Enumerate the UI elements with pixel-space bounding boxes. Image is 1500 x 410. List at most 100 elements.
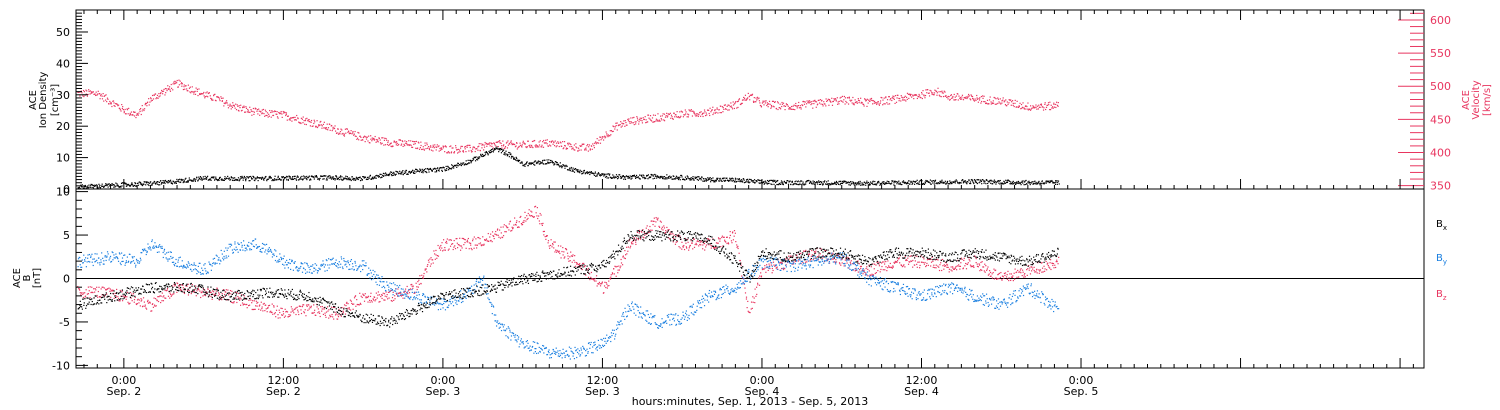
data-point <box>870 274 872 277</box>
data-point <box>290 178 292 180</box>
data-point <box>362 139 364 141</box>
data-point <box>1033 181 1035 183</box>
data-point <box>257 179 259 182</box>
data-point <box>573 171 576 173</box>
data-point <box>794 183 796 185</box>
data-point <box>420 283 422 285</box>
data-point <box>286 119 288 121</box>
data-point <box>673 175 675 178</box>
data-point <box>294 308 296 310</box>
data-point <box>119 109 121 111</box>
data-point <box>898 258 900 260</box>
data-point <box>354 130 356 133</box>
data-point <box>736 100 739 103</box>
data-point <box>354 179 357 181</box>
data-point <box>359 135 361 137</box>
data-point <box>484 141 486 144</box>
data-point <box>159 95 161 97</box>
data-point <box>876 182 878 185</box>
data-point <box>399 173 401 175</box>
data-point <box>708 178 710 181</box>
data-point <box>235 297 237 299</box>
data-point <box>640 238 642 240</box>
data-point <box>679 179 681 181</box>
data-point <box>446 242 448 244</box>
data-point <box>860 265 862 268</box>
data-point <box>1001 182 1004 184</box>
data-point <box>318 311 320 313</box>
data-point <box>700 177 702 180</box>
data-point <box>433 147 435 149</box>
data-point <box>258 308 260 310</box>
data-point <box>583 266 586 268</box>
data-point <box>527 217 529 220</box>
data-point <box>85 187 87 189</box>
data-point <box>494 144 496 146</box>
data-point <box>1012 102 1014 105</box>
data-point <box>577 170 579 172</box>
data-point <box>164 94 166 96</box>
data-point <box>161 292 163 294</box>
data-point <box>192 179 194 181</box>
data-point <box>499 237 502 239</box>
data-point <box>740 181 742 183</box>
data-point <box>282 110 284 113</box>
data-point <box>885 182 888 185</box>
data-point <box>745 296 748 298</box>
data-point <box>850 260 852 262</box>
data-point <box>194 93 197 95</box>
data-point <box>563 147 565 149</box>
data-point <box>381 142 383 144</box>
data-point <box>743 96 745 99</box>
data-point <box>952 97 954 99</box>
data-point <box>883 97 885 99</box>
data-point <box>256 305 258 307</box>
data-point <box>831 183 833 185</box>
data-point <box>212 293 214 295</box>
data-point <box>85 93 87 95</box>
data-point <box>919 95 921 97</box>
data-point <box>473 147 476 149</box>
data-point <box>643 237 645 239</box>
data-point <box>914 94 916 96</box>
data-point <box>505 231 507 233</box>
data-point <box>390 142 392 144</box>
data-point <box>338 308 340 310</box>
data-point <box>359 179 362 182</box>
data-point <box>926 92 928 94</box>
data-point <box>902 181 904 183</box>
data-point <box>1040 183 1042 185</box>
data-point <box>866 266 868 268</box>
data-point <box>339 176 341 178</box>
data-point <box>610 176 612 179</box>
data-point <box>370 178 373 180</box>
data-point <box>703 109 706 111</box>
data-point <box>931 93 933 96</box>
data-point <box>714 246 717 248</box>
data-point <box>187 294 190 296</box>
data-point <box>486 151 488 153</box>
data-point <box>964 265 966 267</box>
density-ylabel-line2: Ion Density <box>38 72 49 129</box>
data-point <box>953 181 955 183</box>
data-point <box>80 90 82 92</box>
data-point <box>179 178 181 180</box>
data-point <box>331 313 333 316</box>
data-point <box>703 180 705 182</box>
data-point <box>685 246 688 248</box>
data-point <box>528 163 530 165</box>
data-point <box>584 148 586 150</box>
data-point <box>413 140 415 143</box>
data-point <box>323 308 325 310</box>
data-point <box>224 293 226 296</box>
data-point <box>129 184 131 187</box>
data-point <box>792 108 795 110</box>
data-point <box>623 120 625 122</box>
data-point <box>80 294 82 296</box>
data-point <box>454 247 457 250</box>
data-point <box>526 146 528 149</box>
data-point <box>953 99 955 101</box>
data-point <box>317 178 319 180</box>
data-point <box>519 144 522 146</box>
data-point <box>170 83 172 86</box>
